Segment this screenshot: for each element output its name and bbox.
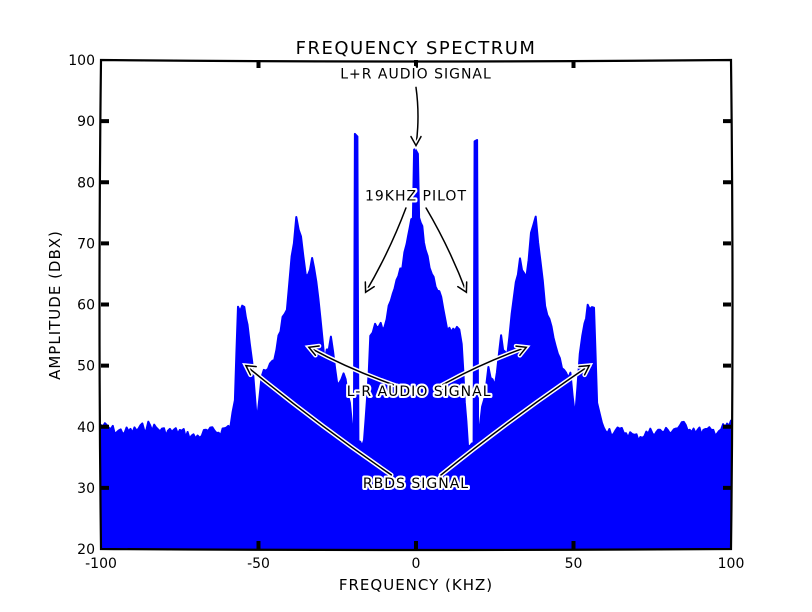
y-tick-label: 50 [77,359,95,375]
annotation-arrow [440,364,590,476]
y-tick-label: 90 [77,114,95,130]
y-tick-label: 40 [77,420,95,436]
y-tick-label: 70 [77,236,95,252]
annotation-arrow [425,207,468,294]
x-tick-label: -50 [247,556,270,572]
spectrum-area [100,132,732,550]
x-tick-label: 50 [565,556,583,572]
annotation-arrow [364,207,407,294]
annotation-arrow [578,364,591,376]
x-tick-label: 0 [412,556,421,572]
axes-frame [98,58,734,552]
annotation-arrow [244,364,257,376]
chart-title: FREQUENCY SPECTRUM [296,38,537,59]
annotation-arrow [457,281,468,294]
y-axis-label: AMPLITUDE (DBX) [46,230,64,380]
y-tick-label: 20 [77,542,95,558]
y-tick-label: 80 [77,175,95,191]
annotation-arrow [307,345,320,357]
plot-area: -100 -50 0 50 100 20 30 40 50 60 70 80 90 100 L+R AUDI… [68,53,744,572]
annotation-arrow [439,346,527,387]
annotation-label: L-R AUDIO SIGNAL [347,384,492,400]
annotation-label: L+R AUDIO SIGNAL [340,66,492,82]
y-tick-label: 100 [68,53,95,69]
annotation-label: RBDS SIGNAL [363,476,469,492]
y-tick-label: 30 [77,481,95,497]
annotation-arrow [245,364,393,476]
y-tick-label: 60 [77,298,95,314]
annotation-arrow [410,135,422,148]
annotation-arrow [515,345,528,357]
annotation-label: 19KHZ PILOT [365,189,467,205]
x-tick-label: -100 [85,556,117,572]
annotation-arrow [308,346,398,387]
x-axis-label: FREQUENCY (KHZ) [339,576,493,594]
annotation-arrow [364,281,375,294]
x-tick-label: 100 [718,556,745,572]
